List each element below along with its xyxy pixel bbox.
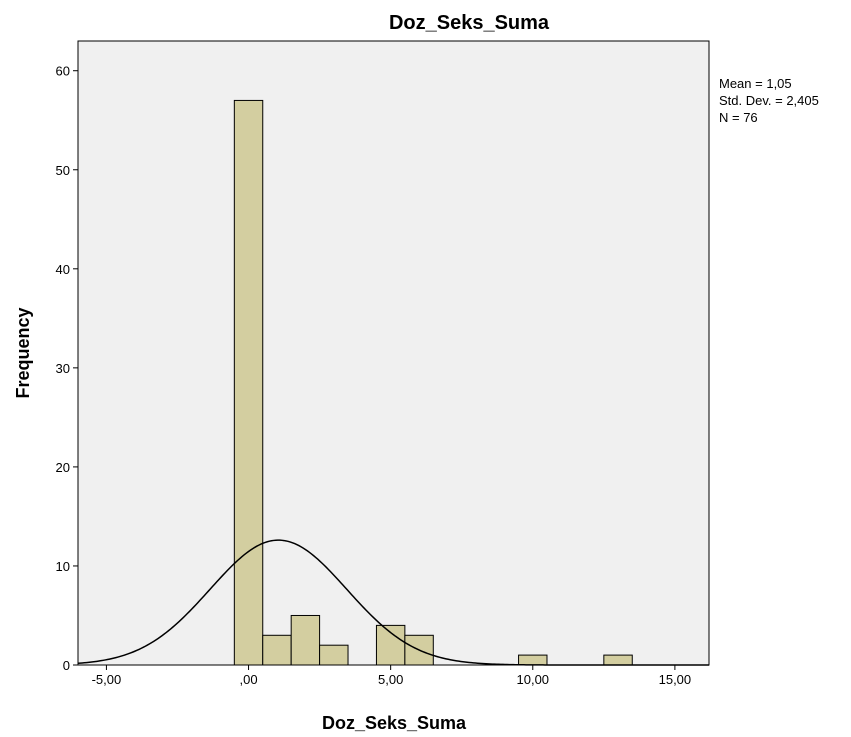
x-axis-title: Doz_Seks_Suma [322,713,467,733]
stats-mean: Mean = 1,05 [719,76,792,91]
y-tick-label: 50 [56,163,70,178]
plot-area [77,40,710,666]
chart-title: Doz_Seks_Suma [389,12,550,34]
histogram-bar [375,624,406,666]
histogram-bar [262,634,292,666]
x-tick-label: 5,00 [378,672,403,687]
x-tick-label: 15,00 [659,672,692,687]
histogram-bar [233,99,264,666]
bars-group [233,99,633,666]
y-tick-label: 10 [56,559,70,574]
histogram-bar [319,644,349,666]
y-tick-label: 30 [56,361,70,376]
axes-group: -5,00 ,00 5,00 10,00 15,00 0 10 20 30 40 50 60 [56,64,692,687]
normal-curve [77,539,709,666]
stats-std-dev: Std. Dev. = 2,405 [719,93,819,108]
x-tick-label: -5,00 [92,672,122,687]
histogram-bar [518,654,548,666]
stats-n: N = 76 [719,110,758,125]
y-axis-title: Frequency [13,307,33,398]
x-tick-label: ,00 [240,672,258,687]
y-tick-label: 60 [56,64,70,79]
histogram-bar [290,614,321,666]
y-tick-label: 0 [63,658,70,673]
histogram-bar [603,654,633,666]
y-tick-label: 40 [56,262,70,277]
x-tick-label: 10,00 [517,672,550,687]
y-tick-label: 20 [56,460,70,475]
stats-legend: Mean = 1,05 Std. Dev. = 2,405 N = 76 [719,76,819,125]
